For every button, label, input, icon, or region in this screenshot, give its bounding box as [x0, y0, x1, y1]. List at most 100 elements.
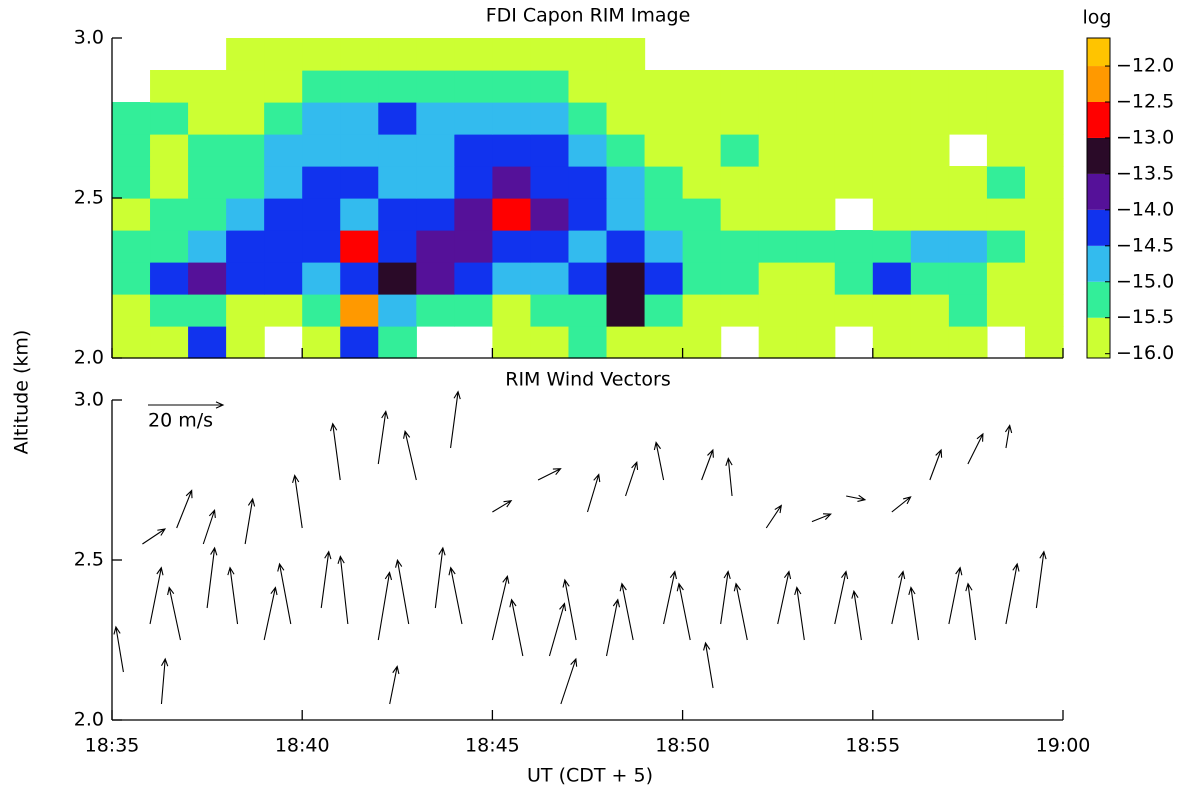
- y-tick-label: 2.0: [74, 709, 104, 731]
- contour-cell: [796, 326, 836, 359]
- colorbar-tick-label: −12.5: [1116, 91, 1174, 113]
- contour-cell: [416, 166, 455, 199]
- contour-cell: [454, 294, 493, 327]
- contour-cell: [226, 262, 265, 295]
- contour-cell: [986, 262, 1026, 295]
- contour-cell: [112, 294, 151, 327]
- wind-vector: [725, 457, 733, 497]
- contour-cell: [112, 326, 151, 359]
- contour-cell: [226, 294, 265, 327]
- contour-cell: [720, 134, 760, 167]
- colorbar-tick-label: −13.0: [1116, 126, 1174, 148]
- contour-cell: [568, 102, 608, 135]
- contour-cell: [682, 166, 722, 199]
- contour-cell: [834, 102, 874, 135]
- wind-vector: [625, 460, 639, 497]
- contour-cell: [986, 70, 1026, 103]
- contour-cell: [682, 262, 722, 295]
- contour-cell: [150, 230, 189, 263]
- wind-vector: [434, 546, 446, 609]
- wind-vector: [720, 570, 731, 625]
- contour-cell: [416, 102, 455, 135]
- colorbar-frame: [1086, 37, 1111, 359]
- contour-cell: [948, 198, 988, 231]
- wind-vector: [701, 448, 714, 481]
- contour-cell: [910, 294, 950, 327]
- contour-cell: [454, 134, 493, 167]
- contour-cell: [644, 102, 684, 135]
- contour-cell: [188, 102, 227, 135]
- wind-vector: [1005, 562, 1020, 625]
- contour-cell: [340, 294, 379, 327]
- wind-vector: [448, 566, 463, 625]
- wind-vector: [586, 473, 601, 513]
- contour-cell: [188, 326, 227, 359]
- contour-cell: [302, 198, 341, 231]
- contour-cell: [378, 166, 417, 199]
- contour-cell: [1024, 70, 1064, 103]
- colorbar-title: log: [1083, 7, 1112, 29]
- contour-cell: [530, 38, 570, 71]
- contour-cell: [986, 166, 1026, 199]
- contour-cell: [1024, 166, 1064, 199]
- contour-cell: [948, 70, 988, 103]
- contour-cell: [112, 198, 151, 231]
- reference-label: 20 m/s: [148, 410, 213, 432]
- wind-vector: [794, 586, 805, 641]
- contour-cell: [910, 166, 950, 199]
- contour-cell: [834, 70, 874, 103]
- contour-cell: [872, 166, 912, 199]
- colorbar-tick-label: −16.0: [1116, 342, 1174, 364]
- wind-vector: [733, 582, 748, 641]
- contour-cell: [112, 102, 151, 135]
- contour-cell: [188, 262, 227, 295]
- contour-cell: [150, 262, 189, 295]
- wind-vector: [263, 586, 278, 641]
- contour-cell: [226, 70, 265, 103]
- contour-cell: [150, 134, 189, 167]
- contour-cell: [720, 262, 760, 295]
- contour-cell: [378, 38, 417, 71]
- contour-cell: [872, 70, 912, 103]
- contour-cell: [796, 134, 836, 167]
- contour-cell: [226, 198, 265, 231]
- wind-vector: [1004, 424, 1013, 449]
- contour-cell: [530, 134, 570, 167]
- contour-cell: [568, 134, 608, 167]
- contour-cell: [834, 294, 874, 327]
- y-axis-label: Altitude (km): [11, 330, 33, 455]
- contour-cell: [416, 198, 455, 231]
- contour-cell: [264, 198, 303, 231]
- contour-cell: [340, 134, 379, 167]
- contour-cell: [910, 198, 950, 231]
- contour-cell: [264, 134, 303, 167]
- contour-cell: [910, 326, 950, 359]
- contour-cell: [188, 294, 227, 327]
- contour-cell: [834, 134, 874, 167]
- colorbar-tick-label: −15.0: [1116, 270, 1174, 292]
- x-axis-label: UT (CDT + 5): [527, 765, 653, 787]
- contour-cell: [492, 198, 532, 231]
- wind-vector: [167, 586, 182, 641]
- reference-arrow: [148, 401, 225, 409]
- contour-cell: [1024, 294, 1064, 327]
- contour-cell: [264, 294, 303, 327]
- contour-cell: [948, 294, 988, 327]
- contour-cell: [796, 230, 836, 263]
- contour-cell: [758, 326, 798, 359]
- contour-cell: [340, 262, 379, 295]
- contour-cell: [264, 166, 303, 199]
- y-tick-label: 2.0: [74, 347, 104, 369]
- wind-vector: [377, 571, 393, 641]
- contour-cell: [378, 294, 417, 327]
- contour-cell: [378, 198, 417, 231]
- wind-vector: [389, 665, 400, 705]
- contour-cell: [150, 294, 189, 327]
- contour-cell: [948, 262, 988, 295]
- contour-cell: [1024, 230, 1064, 263]
- colorbar-box: [1087, 281, 1110, 318]
- contour-cell: [492, 262, 532, 295]
- contour-cell: [454, 230, 493, 263]
- contour-cell: [720, 70, 760, 103]
- contour-cell: [378, 326, 417, 359]
